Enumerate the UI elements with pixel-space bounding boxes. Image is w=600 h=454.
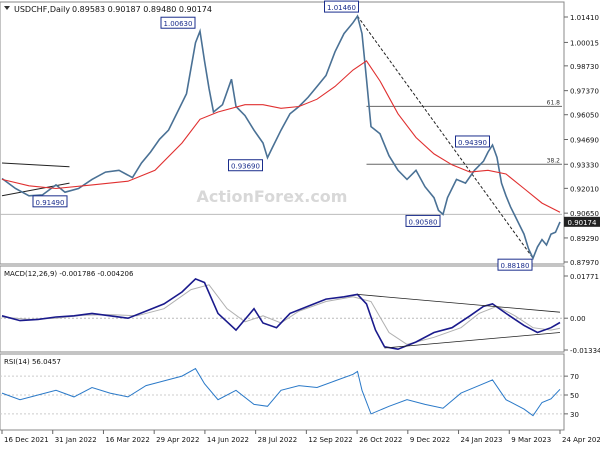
macd-signal-line	[1, 284, 561, 345]
chart-title: USDCHF,Daily	[14, 5, 70, 14]
macd-trendline	[357, 294, 561, 313]
watermark: ActionForex.com	[197, 187, 348, 206]
price-y-tick-label: 0.97370	[570, 88, 599, 96]
x-tick-label: 9 Mar 2023	[511, 436, 551, 444]
macd-title: MACD(12,26,9) -0.001786 -0.004206	[4, 270, 134, 278]
triangle-upper-line	[1, 162, 70, 168]
price-annotation-label: 0.91490	[36, 199, 65, 207]
price-annotation-label: 0.94390	[458, 139, 487, 147]
fib-level-label: 38.2	[547, 157, 561, 164]
rsi-title: RSI(14) 56.0457	[4, 358, 61, 366]
rsi-panel: RSI(14) 56.0457 70 50 30	[0, 358, 579, 419]
rsi-panel-frame	[0, 353, 565, 431]
price-annotation-box	[32, 195, 68, 208]
macd-y-tick-label: 0.00	[570, 315, 586, 323]
rsi-y-tick-label: 70	[570, 373, 579, 381]
price-y-tick-label: 0.87970	[570, 259, 599, 267]
x-tick-label: 31 Jan 2022	[55, 436, 97, 444]
price-y-tick-label: 0.92010	[570, 185, 599, 193]
price-annotation-box	[405, 214, 441, 227]
x-tick-label: 14 Jun 2022	[207, 436, 249, 444]
x-axis: 16 Dec 2021 31 Jan 2022 16 Mar 2022 29 Apr …	[1, 430, 600, 444]
price-y-tick-label: 0.89290	[570, 235, 599, 243]
current-price-tag	[564, 216, 600, 227]
price-annotation-label: 0.88180	[501, 262, 530, 270]
rsi-y-tick-label: 50	[570, 392, 579, 400]
price-annotation-label: 1.00630	[164, 20, 193, 28]
macd-line	[1, 277, 561, 351]
macd-panel: MACD(12,26,9) -0.001786 -0.004206 0.01771…	[0, 270, 600, 355]
fib-level-label: 61.8	[547, 99, 561, 106]
chart-ohlc: 0.89583 0.90187 0.89480 0.90174	[72, 5, 212, 14]
triangle-lower-line	[1, 182, 70, 197]
price-y-tick-label: 0.94690	[570, 137, 599, 145]
price-panel-frame	[0, 1, 565, 265]
x-tick-label: 16 Dec 2021	[4, 436, 49, 444]
macd-trendline	[384, 332, 561, 349]
x-tick-label: 12 Sep 2022	[308, 436, 352, 444]
x-tick-label: 16 Mar 2022	[105, 436, 149, 444]
price-panel: 1.01410 1.00015 0.98730 0.97370 0.96050 0.946…	[0, 0, 600, 271]
x-tick-label: 29 Apr 2022	[156, 436, 199, 444]
collapse-triangle-icon[interactable]	[4, 6, 10, 10]
rsi-line	[1, 367, 561, 417]
x-tick-label: 26 Oct 2022	[359, 436, 402, 444]
price-annotation-box	[497, 258, 533, 271]
macd-y-tick-label: -0.01334	[570, 347, 600, 355]
moving-average-line	[1, 60, 561, 213]
macd-panel-frame	[0, 265, 565, 353]
price-annotation-box	[160, 16, 196, 29]
watermark-text: ActionForex.com	[197, 187, 348, 206]
price-annotation-label: 0.90580	[409, 218, 438, 226]
price-y-tick-label: 0.96050	[570, 112, 599, 120]
price-y-tick-label: 0.90650	[570, 210, 599, 218]
price-annotation-label: 0.93690	[231, 163, 260, 171]
price-annotation-box	[228, 159, 263, 172]
price-y-tick-label: 1.01410	[570, 14, 599, 22]
current-price-label: 0.90174	[568, 219, 597, 227]
price-y-tick-label: 0.93330	[570, 161, 599, 169]
price-y-tick-label: 1.00015	[570, 39, 599, 47]
x-tick-label: 28 Jul 2022	[258, 436, 298, 444]
price-annotation-box	[455, 135, 490, 148]
price-y-tick-label: 0.98730	[570, 63, 599, 71]
macd-y-tick-label: 0.01771	[570, 273, 599, 281]
x-tick-label: 24 Apr 2023	[562, 436, 600, 444]
chart-header: USDCHF,Daily 0.89583 0.90187 0.89480 0.9…	[4, 5, 212, 14]
x-tick-label: 24 Jan 2023	[461, 436, 503, 444]
price-annotation-box	[324, 0, 359, 13]
price-line	[1, 14, 561, 261]
price-annotation-label: 1.01460	[327, 4, 356, 12]
x-tick-label: 9 Dec 2022	[410, 436, 450, 444]
rsi-y-tick-label: 30	[570, 411, 579, 419]
